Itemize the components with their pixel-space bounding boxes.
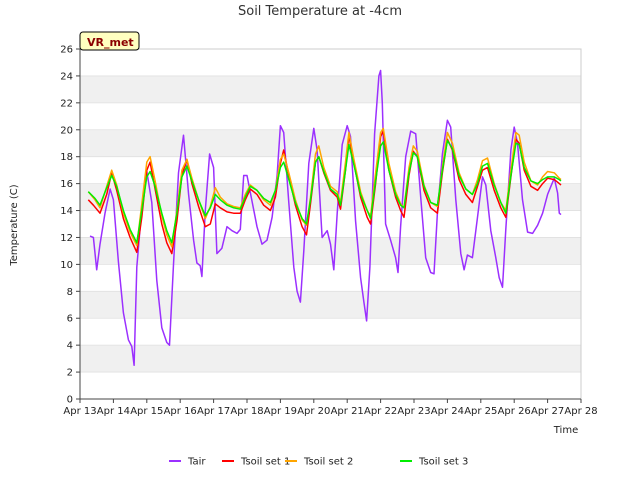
y-tick-label: 14: [60, 206, 73, 217]
series-line-tsoil-set-1: [87, 130, 562, 255]
y-tick-label: 10: [60, 260, 73, 271]
site-tag: VR_met: [79, 31, 140, 51]
series-layer: [87, 69, 562, 367]
series-line-tair: [89, 69, 562, 367]
y-tick-label: 26: [60, 45, 73, 56]
x-axis-title: Time: [553, 425, 578, 436]
x-tick-label: Apr 13: [63, 406, 96, 417]
x-tick-label: Apr 15: [130, 406, 163, 417]
grid-band: [80, 291, 581, 319]
y-tick-label: 4: [67, 341, 73, 352]
y-tick-label: 0: [67, 395, 73, 406]
x-tick-label: Apr 19: [264, 406, 297, 417]
x-tick-label: Apr 21: [331, 406, 364, 417]
y-tick-label: 20: [60, 125, 73, 136]
y-tick-label: 8: [67, 287, 73, 298]
site-tag-box: [79, 31, 140, 51]
x-tick-label: Apr 22: [364, 406, 397, 417]
y-axis-title: Temperature (C): [9, 184, 20, 266]
y-tick-label: 24: [60, 71, 73, 82]
series-line-tsoil-set-2: [87, 127, 562, 248]
legend-label: Tsoil set 2: [303, 457, 353, 468]
legend: Tair Tsoil set 1 Tsoil set 2 Tsoil set 3: [169, 457, 468, 468]
grid-band: [80, 129, 581, 157]
x-tick-label: Apr 27: [531, 406, 564, 417]
x-tick-label: Apr 26: [498, 406, 531, 417]
chart-title: Soil Temperature at -4cm: [238, 4, 402, 19]
x-tick-label: Apr 23: [397, 406, 430, 417]
y-tick-label: 16: [60, 179, 73, 190]
x-tick-label: Apr 16: [164, 406, 197, 417]
x-tick-label: Apr 25: [464, 406, 497, 417]
grid-bands: [80, 75, 581, 400]
x-tick-label: Apr 17: [197, 406, 230, 417]
legend-label: Tsoil set 1: [240, 457, 290, 468]
y-tick-label: 6: [67, 314, 73, 325]
series-line-tsoil-set-3: [87, 139, 562, 244]
grid-band: [80, 75, 581, 103]
y-tick-label: 2: [67, 368, 73, 379]
x-tick-label: Apr 18: [230, 406, 263, 417]
y-tick-label: 22: [60, 98, 73, 109]
x-tick-label: Apr 28: [564, 406, 597, 417]
x-tick-label: Apr 24: [431, 406, 464, 417]
site-tag-label: VR_met: [87, 36, 134, 49]
legend-label: Tair: [187, 457, 206, 468]
legend-label: Tsoil set 3: [418, 457, 468, 468]
y-tick-label: 12: [60, 233, 73, 244]
x-tick-label: Apr 20: [297, 406, 330, 417]
y-tick-label: 18: [60, 152, 73, 163]
grid-band: [80, 345, 581, 373]
x-tick-label: Apr 14: [97, 406, 130, 417]
